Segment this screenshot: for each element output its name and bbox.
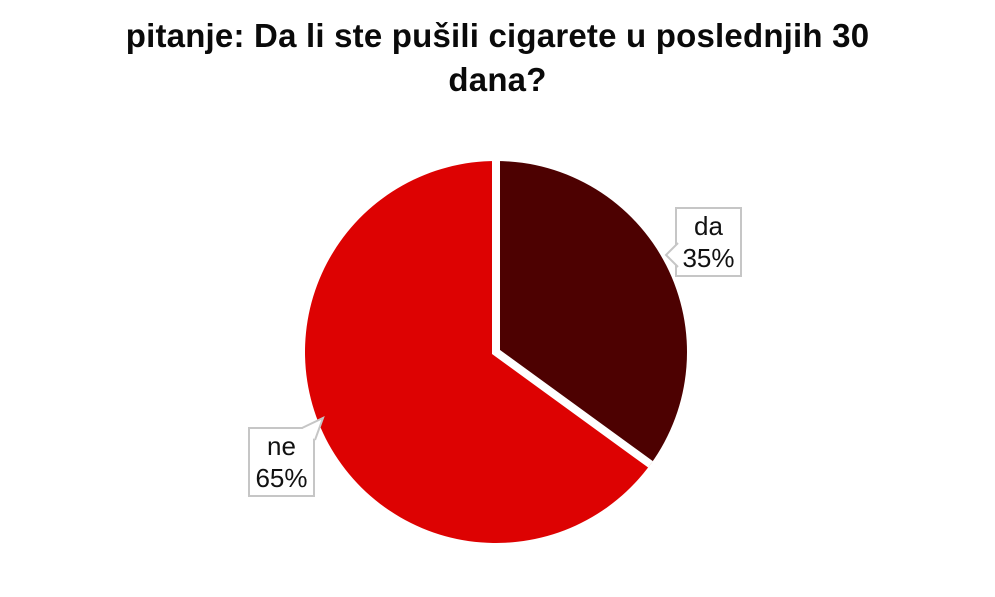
slice-separator-lines (492, 161, 653, 468)
callout-da-percent: 35% (682, 243, 735, 273)
callout-label-ne: ne 65% (248, 416, 325, 497)
callout-da-category: da (694, 211, 723, 241)
pie-slice-ne (305, 161, 651, 543)
chart-title: pitanje: Da li ste pušili cigarete u pos… (125, 17, 870, 98)
callout-label-da: da 35% (664, 207, 742, 277)
callout-pointer-da (664, 242, 679, 268)
callout-ne-category: ne (267, 431, 296, 461)
callout-ne-percent: 65% (255, 463, 308, 493)
callout-pointer-ne (301, 416, 325, 441)
pie-slice-da (496, 161, 688, 465)
